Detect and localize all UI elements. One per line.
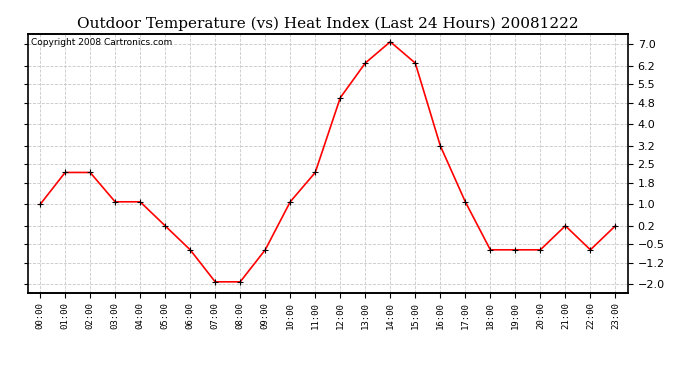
Title: Outdoor Temperature (vs) Heat Index (Last 24 Hours) 20081222: Outdoor Temperature (vs) Heat Index (Las…	[77, 17, 578, 31]
Text: Copyright 2008 Cartronics.com: Copyright 2008 Cartronics.com	[30, 38, 172, 46]
